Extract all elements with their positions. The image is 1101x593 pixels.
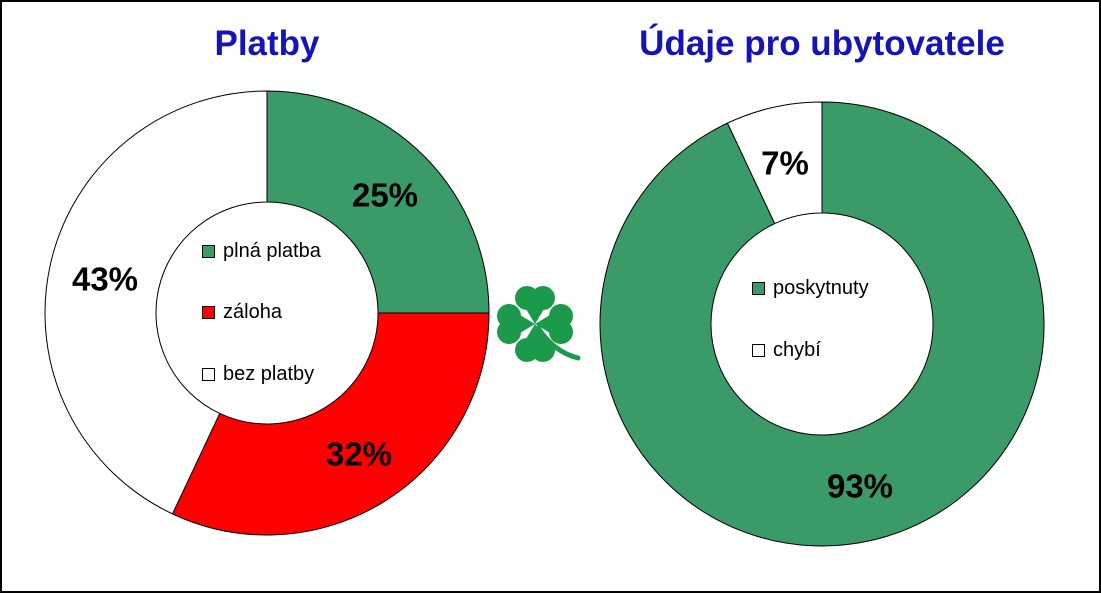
- legend-label: poskytnuty: [773, 277, 869, 299]
- legend-swatch: [202, 244, 215, 258]
- legend-item-poskytnuty: poskytnuty: [752, 277, 869, 299]
- legend-label: bez platby: [223, 363, 315, 385]
- legend-label: záloha: [223, 301, 282, 323]
- pie-slice: [266, 90, 490, 314]
- legend-label: plná platba: [223, 240, 321, 262]
- chart-title-udaje: Údaje pro ubytovatele: [639, 24, 1005, 63]
- legend-item-chybi: chybí: [752, 339, 821, 361]
- pie-slice: [726, 101, 823, 225]
- legend-item-zaloha: záloha: [202, 301, 282, 323]
- legend-swatch: [752, 343, 765, 357]
- data-label: 43%: [72, 261, 138, 298]
- data-label: 25%: [352, 177, 418, 214]
- data-label: 93%: [827, 468, 893, 505]
- legend-swatch: [202, 305, 215, 319]
- legend-item-plna-platba: plná platba: [202, 240, 321, 262]
- pie-slice: [44, 90, 268, 515]
- pie-slice: [171, 312, 490, 536]
- pie-slice: [599, 101, 1045, 547]
- data-label: 32%: [326, 436, 392, 473]
- legend-label: chybí: [773, 339, 821, 361]
- legend-swatch: [752, 281, 765, 295]
- four-leaf-clover-icon: [497, 286, 581, 362]
- data-label: 7%: [761, 145, 809, 182]
- legend-item-bez-platby: bez platby: [202, 363, 314, 385]
- legend-swatch: [202, 367, 215, 381]
- chart-title-platby: Platby: [214, 24, 320, 63]
